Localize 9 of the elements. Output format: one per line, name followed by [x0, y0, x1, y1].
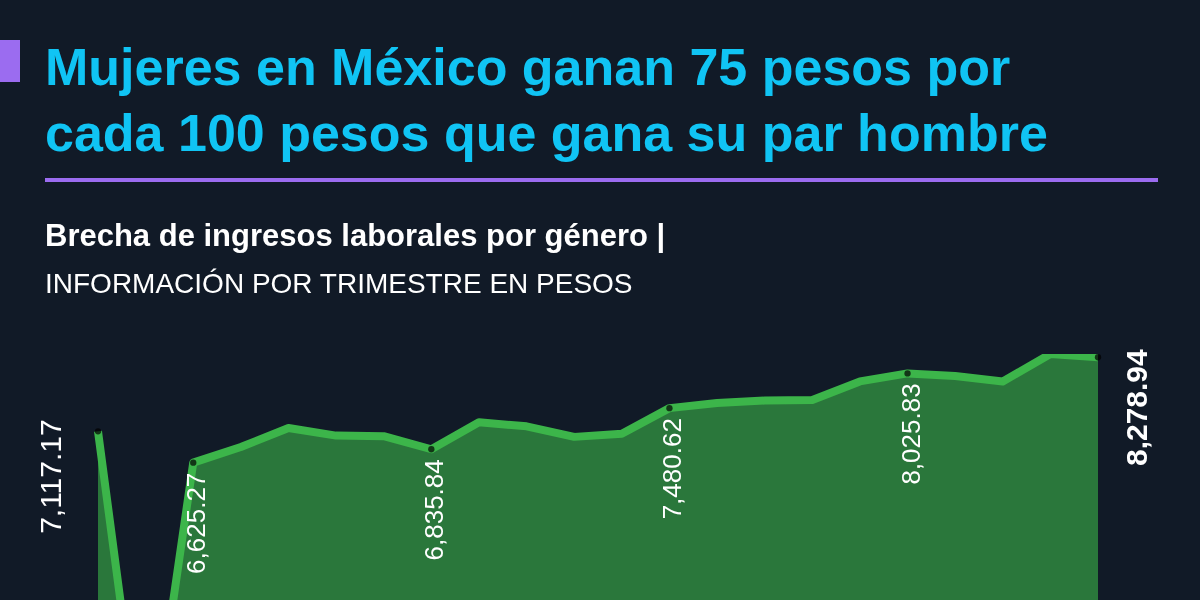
- data-label: 8,025.83: [895, 383, 926, 485]
- data-label: 7,480.62: [657, 418, 688, 520]
- chart-title: Mujeres en México ganan 75 pesos por cada 100 pesos que gana su par hombre: [45, 37, 1049, 164]
- data-label: 6,625.27: [181, 472, 212, 574]
- text: INFORMACIÓN POR TRIMESTRE EN PESOS: [45, 268, 633, 300]
- data-label: 6,835.84: [419, 459, 450, 561]
- data-label: 7,117.17: [34, 419, 67, 534]
- chart-subtitle: Brecha de ingresos laborales por género |: [45, 218, 666, 254]
- data-label: 8,278.94: [1120, 348, 1153, 467]
